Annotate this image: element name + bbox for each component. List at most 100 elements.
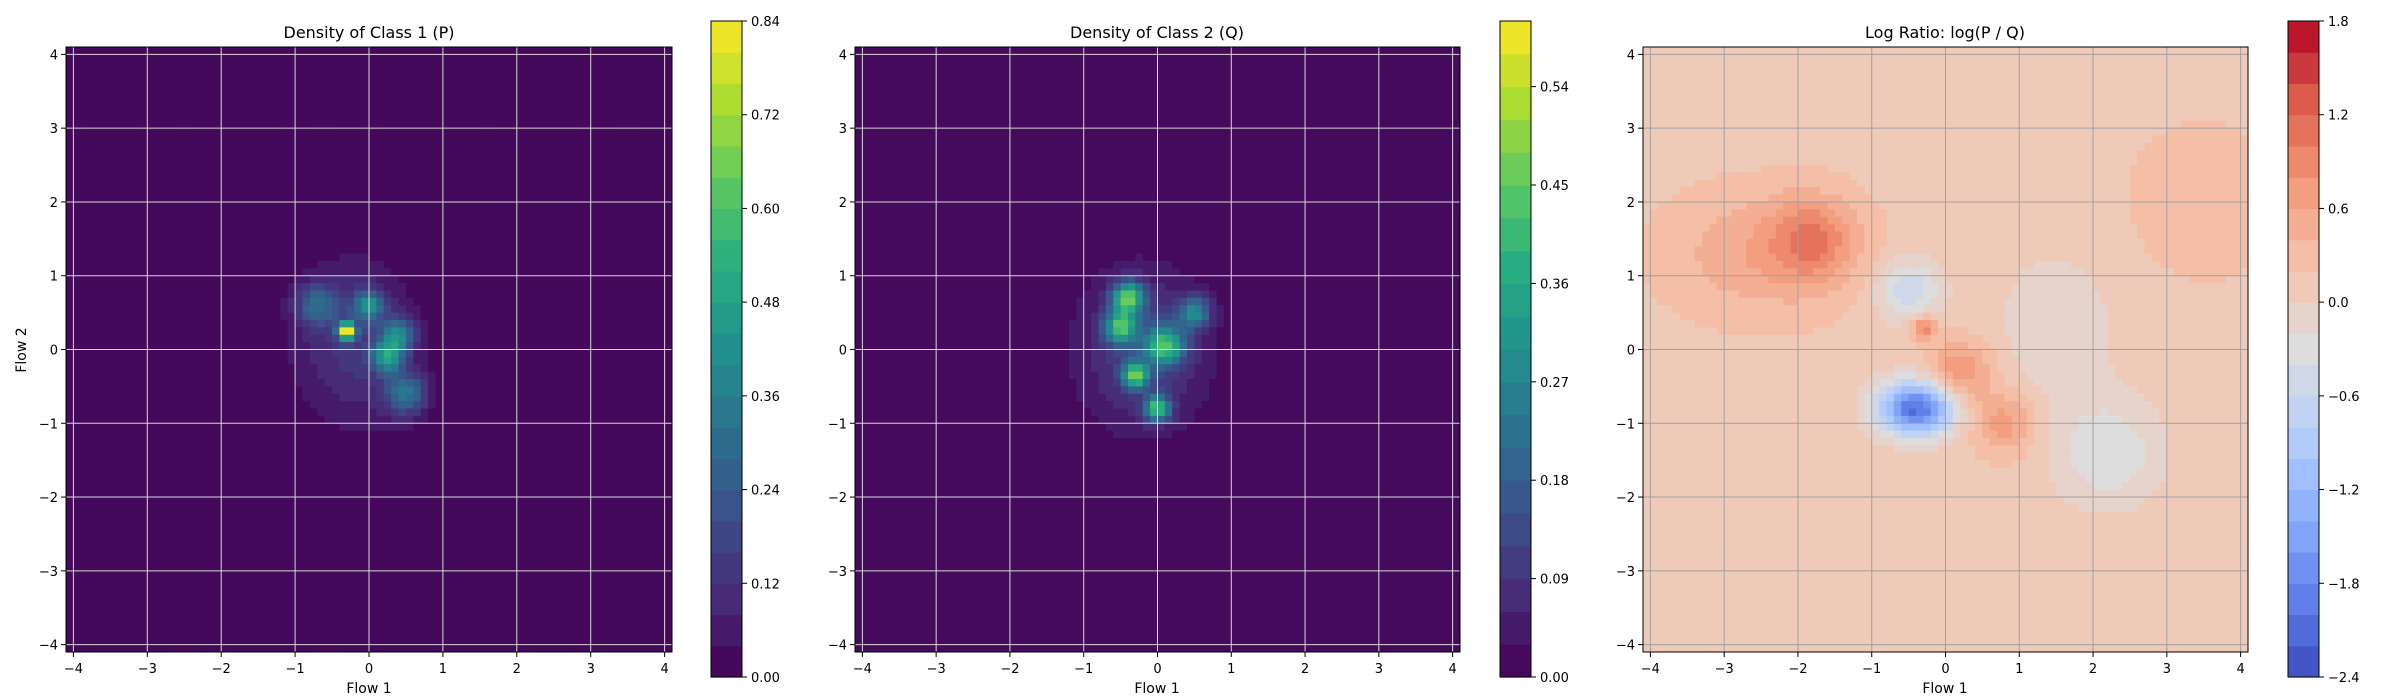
heatmap-cell (73, 91, 82, 100)
heatmap-cell (302, 238, 311, 247)
heatmap-cell (206, 401, 215, 410)
heatmap-cell (265, 47, 274, 55)
heatmap-cell (295, 297, 304, 306)
heatmap-cell (125, 224, 134, 233)
heatmap-cell (191, 142, 200, 151)
heatmap-cell (383, 482, 392, 491)
heatmap-cell (206, 460, 215, 469)
heatmap-cell (465, 511, 474, 520)
heatmap-cell (139, 548, 148, 557)
heatmap-cell (213, 260, 222, 269)
heatmap-cell (465, 157, 474, 166)
heatmap-cell (428, 172, 437, 181)
heatmap-cell (80, 231, 89, 240)
heatmap-cell (339, 533, 348, 542)
heatmap-cell (465, 165, 474, 174)
heatmap-cell (221, 290, 230, 299)
heatmap-cell (383, 76, 392, 85)
heatmap-cell (435, 297, 444, 306)
heatmap-cell (309, 135, 318, 144)
heatmap-cell (405, 615, 414, 624)
heatmap-cell (442, 556, 451, 565)
heatmap-cell (309, 438, 318, 447)
heatmap-cell (162, 113, 171, 122)
heatmap-cell (354, 283, 363, 292)
heatmap-cell (147, 165, 156, 174)
heatmap-cell (391, 312, 400, 321)
heatmap-cell (420, 106, 429, 114)
heatmap-cell (280, 83, 289, 92)
heatmap-cell (332, 209, 341, 218)
heatmap-cell (442, 371, 451, 380)
heatmap-cell (287, 238, 296, 247)
heatmap-cell (317, 260, 326, 269)
heatmap-cell (88, 268, 97, 277)
heatmap-cell (169, 238, 178, 247)
heatmap-cell (184, 290, 193, 299)
heatmap-cell (95, 438, 104, 447)
heatmap-cell (332, 519, 341, 528)
heatmap-cell (125, 120, 134, 129)
heatmap-cell (450, 128, 459, 137)
heatmap-cell (346, 238, 355, 247)
heatmap-cell (66, 379, 74, 387)
heatmap-cell (398, 319, 407, 328)
heatmap-cell (346, 637, 355, 646)
heatmap-cell (435, 349, 444, 358)
heatmap-cell (250, 460, 259, 469)
heatmap-cell (176, 504, 185, 513)
heatmap-cell (428, 379, 437, 387)
heatmap-cell (147, 246, 156, 255)
heatmap-cell (88, 194, 97, 203)
heatmap-cell (428, 106, 437, 114)
heatmap-cell (125, 379, 134, 387)
heatmap-cell (184, 142, 193, 151)
heatmap-cell (95, 615, 104, 624)
heatmap-cell (346, 194, 355, 203)
heatmap-cell (66, 268, 74, 277)
heatmap-cell (376, 319, 385, 328)
heatmap-cell (265, 327, 274, 336)
heatmap-cell (317, 69, 326, 78)
heatmap-cell (354, 201, 363, 210)
heatmap-cell (139, 98, 148, 107)
heatmap-cell (73, 98, 82, 107)
heatmap-cell (169, 91, 178, 100)
heatmap-cell (169, 578, 178, 587)
heatmap-cell (413, 334, 422, 343)
heatmap-cell (125, 194, 134, 203)
heatmap-cell (110, 209, 119, 218)
heatmap-cell (487, 47, 496, 55)
heatmap-cell (324, 91, 333, 100)
heatmap-cell (250, 578, 259, 587)
heatmap-cell (110, 312, 119, 321)
heatmap-cell (287, 607, 296, 616)
heatmap-cell (199, 83, 208, 92)
heatmap-cell (206, 334, 215, 343)
heatmap-cell (361, 61, 370, 70)
heatmap-cell (213, 489, 222, 498)
heatmap-cell (117, 467, 126, 476)
heatmap-cell (479, 150, 488, 159)
heatmap-cell (265, 135, 274, 144)
heatmap-cell (235, 548, 244, 557)
heatmap-cell (346, 556, 355, 565)
heatmap-cell (502, 452, 511, 461)
heatmap-cell (465, 364, 474, 373)
heatmap-cell (265, 216, 274, 225)
heatmap-cell (361, 526, 370, 535)
heatmap-cell (332, 91, 341, 100)
heatmap-cell (442, 98, 451, 107)
heatmap-cell (502, 268, 511, 277)
heatmap-cell (162, 238, 171, 247)
heatmap-cell (413, 637, 422, 646)
heatmap-cell (428, 238, 437, 247)
heatmap-cell (280, 113, 289, 122)
heatmap-cell (235, 334, 244, 343)
heatmap-cell (413, 342, 422, 351)
heatmap-cell (191, 106, 200, 114)
heatmap-cell (487, 150, 496, 159)
heatmap-cell (487, 629, 496, 638)
heatmap-cell (413, 578, 422, 587)
heatmap-cell (235, 504, 244, 513)
